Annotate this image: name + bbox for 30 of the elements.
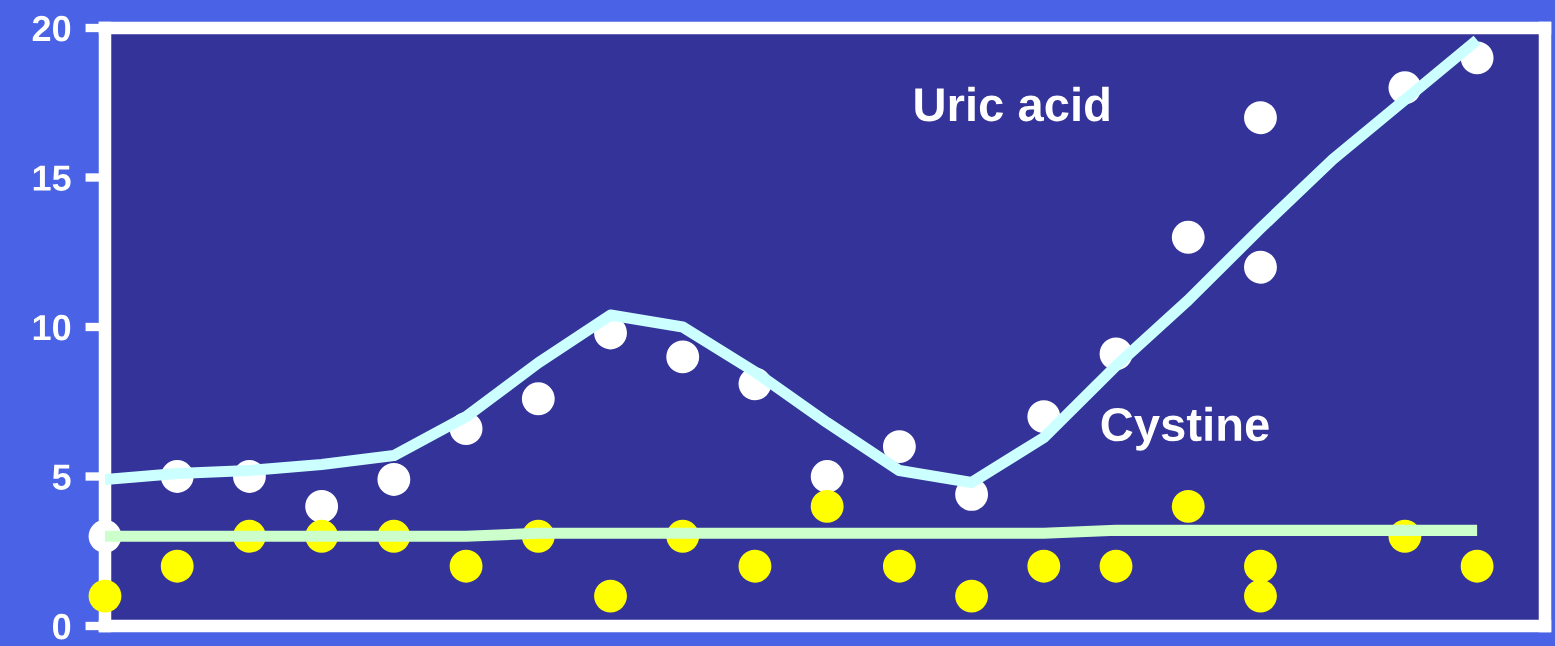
point — [1244, 549, 1277, 583]
point — [882, 549, 916, 583]
point — [666, 340, 700, 374]
point — [810, 460, 844, 493]
annotation: Uric acid — [915, 86, 1109, 122]
point — [160, 549, 194, 583]
y-tick-label: 0 — [53, 613, 71, 640]
point — [449, 549, 483, 583]
point — [1099, 549, 1133, 583]
point — [955, 579, 989, 613]
point — [1244, 250, 1277, 284]
point — [1171, 489, 1205, 523]
point — [88, 579, 122, 613]
point — [1171, 220, 1205, 254]
point — [738, 549, 772, 583]
annotation: Cystine — [1101, 406, 1269, 451]
point — [521, 382, 555, 416]
y-tick-label: 20 — [32, 15, 71, 42]
point — [594, 579, 627, 613]
point — [305, 489, 339, 523]
point — [1244, 579, 1277, 613]
y-tick-label: 5 — [52, 464, 71, 490]
point — [1244, 101, 1277, 135]
point — [1027, 549, 1061, 583]
y-tick-label: 15 — [33, 165, 71, 191]
point — [1460, 549, 1494, 583]
point — [882, 430, 916, 464]
y-tick-label: 10 — [33, 314, 71, 341]
point — [377, 463, 411, 496]
point — [810, 489, 844, 523]
